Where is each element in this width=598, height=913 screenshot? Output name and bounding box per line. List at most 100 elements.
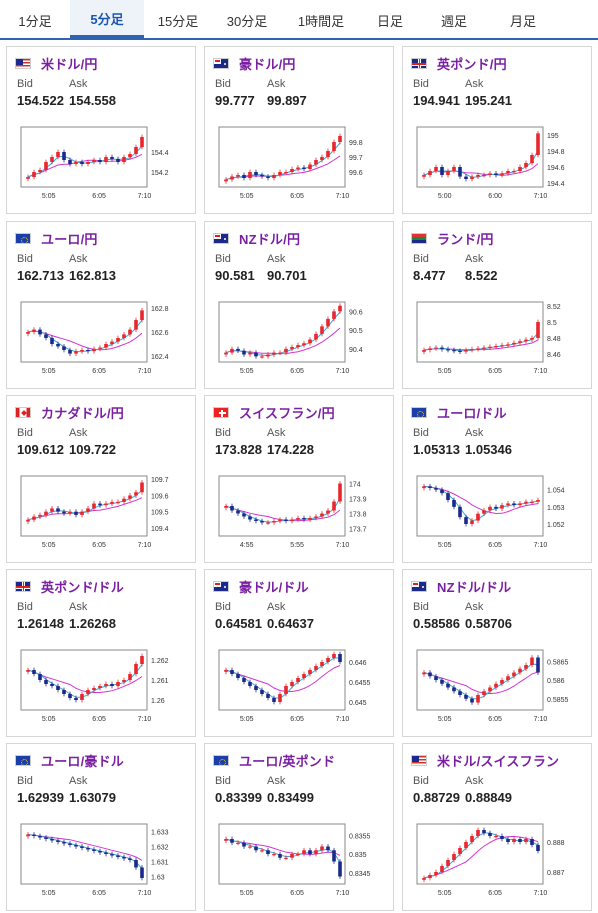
y-tick-label: 173.9 (349, 497, 367, 504)
candle-body (446, 349, 450, 351)
ask-label: Ask (69, 427, 88, 439)
candle-body (104, 852, 108, 854)
candle-body (338, 483, 342, 502)
pair-name[interactable]: 米ドル/スイスフラン (437, 753, 560, 769)
candle-body (338, 861, 342, 877)
candle-body (38, 836, 42, 838)
ch-flag-icon (213, 406, 229, 418)
rate-card[interactable]: スイスフラン/円 Bid Ask 173.828 174.228 174 173.9 173.… (204, 395, 394, 563)
candle-body (284, 348, 288, 353)
pair-name[interactable]: カナダドル/円 (41, 405, 125, 421)
rate-card[interactable]: ユーロ/豪ドル Bid Ask 1.62939 1.63079 1.633 1.632 1.6… (6, 743, 196, 911)
candle-body (266, 354, 270, 357)
candle-body (80, 846, 84, 848)
rate-card[interactable]: 豪ドル/円 Bid Ask 99.777 99.897 99.8 99.7 99.6 5:05 6… (204, 46, 394, 214)
candle-body (500, 345, 504, 347)
pair-name[interactable]: ユーロ/ドル (437, 405, 507, 421)
candle-body (320, 513, 324, 517)
candle-body (284, 857, 288, 859)
candle-body (110, 341, 114, 344)
candle-body (68, 160, 72, 164)
candle-body (140, 137, 144, 147)
tab-7[interactable]: 月足 (509, 14, 536, 29)
tab-4[interactable]: 1時間足 (297, 14, 345, 29)
rate-card[interactable]: ユーロ/ドル Bid Ask 1.05313 1.05346 1.054 1.053 1.05… (402, 395, 592, 563)
candle-body (494, 346, 498, 348)
tab-0[interactable]: 1分足 (18, 14, 52, 29)
candle-body (140, 656, 144, 664)
candle-body (308, 518, 312, 520)
candle-body (338, 305, 342, 312)
card-header: カナダドル/円 (15, 403, 124, 421)
candle-body (332, 311, 336, 319)
tab-2[interactable]: 15分足 (157, 14, 199, 29)
candle-body (506, 839, 510, 842)
candle-body (116, 501, 120, 504)
candle-body (314, 160, 318, 165)
tab-6[interactable]: 週足 (440, 14, 467, 29)
candle-body (494, 683, 498, 688)
tab-3[interactable]: 30分足 (226, 14, 268, 29)
candle-body (134, 860, 138, 868)
rate-card[interactable]: NZドル/ドル Bid Ask 0.58586 0.58706 0.5865 0.586 0.… (402, 569, 592, 737)
x-tick-label: 7:10 (138, 542, 152, 549)
card-header: ユーロ/英ポンド (213, 751, 335, 769)
pair-name[interactable]: 英ポンド/円 (437, 56, 507, 72)
ask-value: 109.722 (69, 442, 116, 457)
candle-body (260, 521, 264, 523)
candle-body (512, 672, 516, 677)
rate-card[interactable]: 英ポンド/円 Bid Ask 194.941 195.241 195 194.8 194.6 1… (402, 46, 592, 214)
rate-card[interactable]: 米ドル/スイスフラン Bid Ask 0.88729 0.88849 0.888 0.887… (402, 743, 592, 911)
x-tick-label: 7:10 (336, 890, 350, 897)
pair-name[interactable]: 豪ドル/円 (239, 56, 296, 72)
card-header: 米ドル/スイスフラン (411, 751, 559, 769)
pair-name[interactable]: NZドル/円 (239, 231, 301, 247)
pair-name[interactable]: ランド/円 (437, 231, 494, 247)
rate-card[interactable]: 豪ドル/ドル Bid Ask 0.64581 0.64637 0.646 0.6455 0.6… (204, 569, 394, 737)
candle-body (302, 167, 306, 169)
candle-body (32, 172, 36, 177)
us-flag-icon (411, 754, 427, 766)
pair-name[interactable]: スイスフラン/円 (239, 405, 335, 421)
ma-long-line (225, 665, 341, 692)
tab-5[interactable]: 日足 (376, 14, 403, 29)
candle-body (224, 839, 228, 841)
x-tick-label: 5:05 (240, 890, 254, 897)
ask-label: Ask (465, 775, 484, 787)
candle-body (236, 510, 240, 514)
ask-label: Ask (69, 253, 88, 265)
candle-body (272, 175, 276, 178)
pair-name[interactable]: 豪ドル/ドル (239, 579, 309, 595)
chart-frame (218, 649, 346, 711)
pair-name[interactable]: ユーロ/豪ドル (41, 753, 125, 769)
bid-value: 162.713 (17, 268, 64, 283)
rate-card[interactable]: ユーロ/円 Bid Ask 162.713 162.813 162.8 162.6 162.4… (6, 221, 196, 389)
candle-body (308, 670, 312, 674)
candle-body (134, 492, 138, 496)
rate-card[interactable]: ランド/円 Bid Ask 8.477 8.522 8.52 8.5 8.48 8.46 5:05… (402, 221, 592, 389)
pair-name[interactable]: 米ドル/円 (41, 56, 98, 72)
candle-body (518, 503, 522, 506)
rate-card[interactable]: NZドル/円 Bid Ask 90.581 90.701 90.6 90.5 90.4 5:05… (204, 221, 394, 389)
candle-body (296, 854, 300, 856)
pair-name[interactable]: 英ポンド/ドル (41, 579, 125, 595)
bid-value: 0.88729 (413, 790, 460, 805)
candle-body (530, 155, 534, 163)
candle-body (248, 516, 252, 520)
tab-1[interactable]: 5分足 (70, 0, 144, 38)
pair-name[interactable]: ユーロ/円 (41, 231, 98, 247)
rate-card[interactable]: カナダドル/円 Bid Ask 109.612 109.722 109.7 109.6 109… (6, 395, 196, 563)
pair-name[interactable]: NZドル/ドル (437, 579, 512, 595)
y-tick-label: 1.054 (547, 488, 565, 495)
pair-name[interactable]: ユーロ/英ポンド (239, 753, 336, 769)
chart-frame (20, 475, 148, 537)
bid-value: 90.581 (215, 268, 255, 283)
bid-label: Bid (17, 427, 33, 439)
rate-card[interactable]: ユーロ/英ポンド Bid Ask 0.83399 0.83499 0.8355 0.835 0… (204, 743, 394, 911)
rate-card[interactable]: 米ドル/円 Bid Ask 154.522 154.558 154.4 154.2 5:05 6… (6, 46, 196, 214)
y-tick-label: 154.4 (151, 150, 169, 157)
rate-card[interactable]: 英ポンド/ドル Bid Ask 1.26148 1.26268 1.262 1.261 1.2… (6, 569, 196, 737)
candle-body (62, 346, 66, 350)
candle-body (464, 517, 468, 524)
chart-svg: 154.4 154.2 5:05 6:05 7:10 (20, 126, 169, 200)
